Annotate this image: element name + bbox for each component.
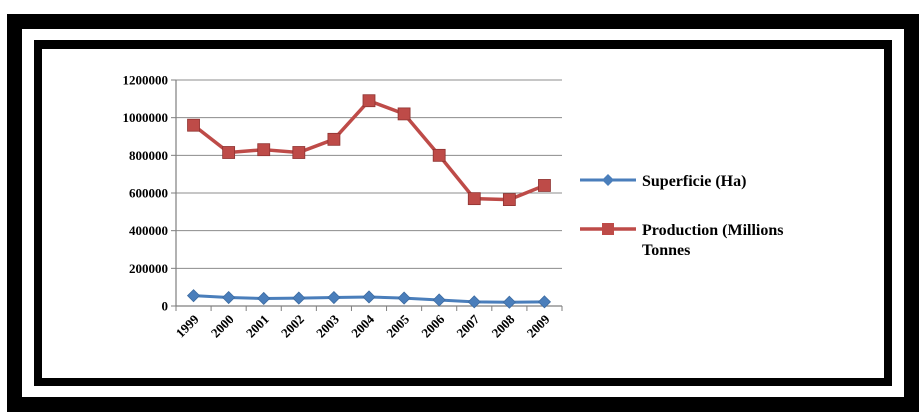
- data-point: [467, 192, 481, 206]
- x-tick-label: 2006: [418, 311, 447, 340]
- x-tick-label: 2009: [524, 311, 553, 340]
- x-tick-label: 2001: [243, 312, 272, 341]
- x-tick-label: 2007: [453, 311, 482, 340]
- data-point: [397, 291, 411, 305]
- data-point: [186, 289, 201, 303]
- chart-area: [42, 49, 884, 378]
- x-tick-label: 2000: [208, 312, 237, 341]
- legend-label: Superficie (Ha): [642, 173, 746, 190]
- data-point: [187, 118, 200, 132]
- data-point: [502, 295, 516, 309]
- y-tick-label: 1000000: [123, 110, 169, 125]
- x-tick-label: 2008: [488, 311, 517, 340]
- data-point: [257, 291, 271, 306]
- y-tick-label: 0: [162, 299, 169, 314]
- data-point: [222, 290, 236, 305]
- data-point: [292, 291, 306, 305]
- legend-label: Production (Millions: [642, 222, 784, 239]
- y-tick-label: 200000: [129, 261, 168, 276]
- x-tick-label: 2004: [348, 311, 377, 340]
- legend-label: Tonnes: [642, 242, 690, 259]
- data-point: [292, 146, 306, 159]
- data-point: [257, 143, 271, 157]
- x-tick-label: 2005: [383, 311, 412, 340]
- legend-marker: [602, 174, 614, 186]
- data-point: [222, 146, 236, 159]
- data-point: [362, 94, 376, 108]
- y-tick-label: 400000: [129, 223, 168, 238]
- data-point: [502, 193, 516, 206]
- y-tick-label: 600000: [129, 186, 168, 201]
- x-tick-label: 1999: [173, 311, 202, 340]
- y-tick-label: 800000: [129, 148, 168, 163]
- data-point: [467, 295, 481, 309]
- legend-marker: [602, 223, 614, 235]
- data-point: [327, 290, 341, 305]
- data-point: [537, 295, 552, 309]
- series-line-2: [192, 98, 546, 202]
- data-point: [432, 293, 446, 307]
- data-point: [538, 179, 551, 192]
- y-tick-label: 1200000: [123, 73, 169, 88]
- data-point: [397, 107, 411, 121]
- x-tick-label: 2002: [278, 312, 307, 341]
- data-point: [432, 148, 446, 162]
- data-point: [327, 132, 341, 146]
- data-point: [362, 290, 376, 304]
- x-tick-label: 2003: [313, 311, 342, 340]
